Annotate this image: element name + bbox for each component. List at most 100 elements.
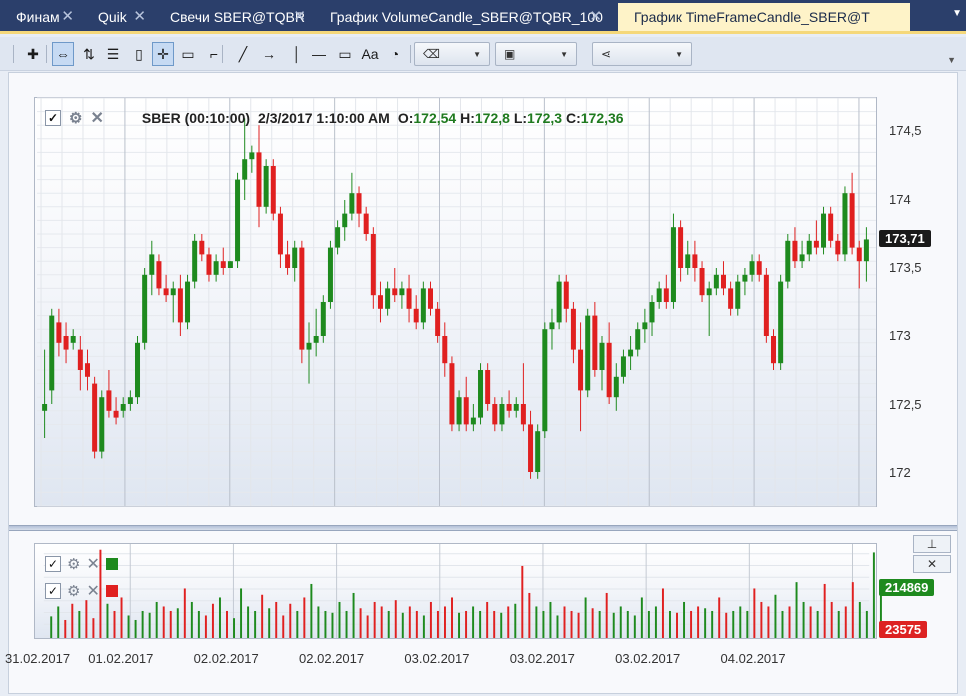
volume-bar xyxy=(528,592,531,638)
volume-bar xyxy=(247,606,250,638)
close-icon[interactable]: ✕ xyxy=(293,8,306,25)
volume-chart-pane[interactable]: ✓ ⚙ ✕ ✓ ⚙ ✕ xyxy=(34,543,882,639)
candle-body xyxy=(342,213,348,228)
close-pane-button[interactable]: ✕ xyxy=(913,555,951,573)
candle-body xyxy=(56,322,62,343)
share-dropdown[interactable]: ⋖ ▼ xyxy=(592,42,692,66)
close-icon[interactable]: ✕ xyxy=(589,8,602,25)
time-tick-label: 03.02.2017 xyxy=(509,651,575,666)
legend-o-value: 172,54 xyxy=(413,110,457,126)
tab-label: Quik xyxy=(98,9,127,25)
volume-bar xyxy=(57,606,60,638)
volume-bar xyxy=(647,610,650,638)
close-icon[interactable]: ✕ xyxy=(90,110,104,127)
series-visibility-checkbox[interactable]: ✓ xyxy=(45,583,61,599)
close-icon[interactable]: ✕ xyxy=(86,556,100,573)
vline-icon[interactable]: │ xyxy=(292,46,302,62)
candle-body xyxy=(435,308,441,336)
sort-icon[interactable]: ⇅ xyxy=(83,45,95,62)
volume-bar xyxy=(851,582,854,638)
price-tick-label: 174,5 xyxy=(889,123,922,139)
chevron-down-icon: ▼ xyxy=(473,49,481,59)
trendline-icon[interactable]: ╱ xyxy=(238,45,248,62)
toolbar-overflow-chevron-icon[interactable]: ▼ xyxy=(947,55,956,65)
candle-body xyxy=(120,404,126,411)
add-icon[interactable]: ✚ xyxy=(27,45,39,62)
close-icon[interactable]: ✕ xyxy=(86,583,100,600)
candle-body xyxy=(792,240,798,262)
candle-body xyxy=(656,288,662,302)
candle-body xyxy=(785,240,791,282)
rectangle-icon[interactable]: ▭ xyxy=(338,45,352,62)
hline-icon[interactable]: ― xyxy=(312,46,326,62)
candle-body xyxy=(370,234,376,296)
price-tick-label: 173 xyxy=(889,328,911,344)
pane-splitter[interactable] xyxy=(9,525,957,531)
volume-bar xyxy=(809,606,812,638)
price-tick-label: 173,5 xyxy=(889,259,922,275)
eraser-dropdown[interactable]: ⌫ ▼ xyxy=(414,42,490,66)
candle-body xyxy=(663,288,669,302)
series-visibility-checkbox[interactable]: ✓ xyxy=(45,110,61,126)
candle-body xyxy=(592,315,598,370)
candle-body xyxy=(628,349,634,357)
candle-body xyxy=(599,342,605,370)
volume-bar xyxy=(718,597,721,638)
candle-body xyxy=(77,349,83,370)
volume-bar xyxy=(626,610,629,638)
volume-bar xyxy=(106,603,109,638)
tab-overflow-chevron-icon[interactable]: ▼ xyxy=(952,8,962,19)
gauge-icon[interactable]: ◔ xyxy=(390,46,400,62)
candle-body xyxy=(349,193,355,214)
chart-area: ✓ ⚙ ✕ SBER (00:10:00) 2/3/2017 1:10:00 A… xyxy=(5,72,958,694)
volume-bar xyxy=(472,606,475,638)
volume-bar xyxy=(261,594,264,638)
volume-bar xyxy=(816,610,819,638)
close-icon[interactable]: ✕ xyxy=(61,8,74,25)
crosshair-icon[interactable]: ✛ xyxy=(152,42,174,66)
volume-bar xyxy=(683,601,686,638)
close-icon[interactable]: ✕ xyxy=(133,8,146,25)
candle-body xyxy=(849,193,855,248)
gear-icon[interactable]: ⚙ xyxy=(69,110,83,127)
volume-bar xyxy=(380,606,383,638)
candle-body xyxy=(149,254,155,275)
tab-1[interactable]: Финам ✕ xyxy=(0,3,82,31)
gear-icon[interactable]: ⚙ xyxy=(67,583,81,600)
scroll-sync-icon[interactable]: ⇔ xyxy=(52,42,74,66)
volume-bar xyxy=(78,610,81,638)
volume-bar xyxy=(415,610,418,638)
volume-bar xyxy=(521,565,524,638)
time-tick-label: 02.02.2017 xyxy=(193,651,259,666)
volume-bar xyxy=(486,601,489,638)
tab-4[interactable]: График VolumeCandle_SBER@TQBR_100 ✕ xyxy=(314,3,610,31)
volume-bar xyxy=(226,610,228,638)
candle-body xyxy=(256,152,262,207)
price-chart-pane[interactable]: ✓ ⚙ ✕ SBER (00:10:00) 2/3/2017 1:10:00 A… xyxy=(34,97,877,507)
volume-bar xyxy=(92,618,95,638)
candle-body xyxy=(70,336,76,343)
gear-icon[interactable]: ⚙ xyxy=(67,556,81,573)
save-dropdown[interactable]: ▣ ▼ xyxy=(495,42,577,66)
pin-pane-button[interactable]: ⊥ xyxy=(913,535,951,553)
tab-2[interactable]: Quik ✕ xyxy=(82,3,154,31)
volume-bar xyxy=(795,582,798,638)
text-icon[interactable]: Aa xyxy=(361,46,379,62)
volume-bar xyxy=(408,606,411,638)
volume-bar xyxy=(605,592,608,638)
series-visibility-checkbox[interactable]: ✓ xyxy=(45,556,61,572)
volume-bar xyxy=(99,549,102,638)
tab-5[interactable]: График TimeFrameCandle_SBER@T xyxy=(618,3,910,31)
candle-body xyxy=(528,424,534,472)
arrow-icon[interactable]: → xyxy=(262,46,276,62)
list-icon[interactable]: ☰ xyxy=(106,45,120,62)
comment-icon[interactable]: ▭ xyxy=(181,45,195,62)
ruler-icon[interactable]: ⌐ xyxy=(209,46,219,62)
page-icon[interactable]: ▯ xyxy=(135,45,143,62)
legend-c-value: 172,36 xyxy=(580,110,624,126)
volume-bar xyxy=(85,600,88,638)
toolbar-separator xyxy=(410,45,411,63)
tab-3[interactable]: Свечи SBER@TQBR ✕ xyxy=(154,3,314,31)
volume-bar xyxy=(197,610,200,638)
time-tick-label: 04.02.2017 xyxy=(720,651,786,666)
